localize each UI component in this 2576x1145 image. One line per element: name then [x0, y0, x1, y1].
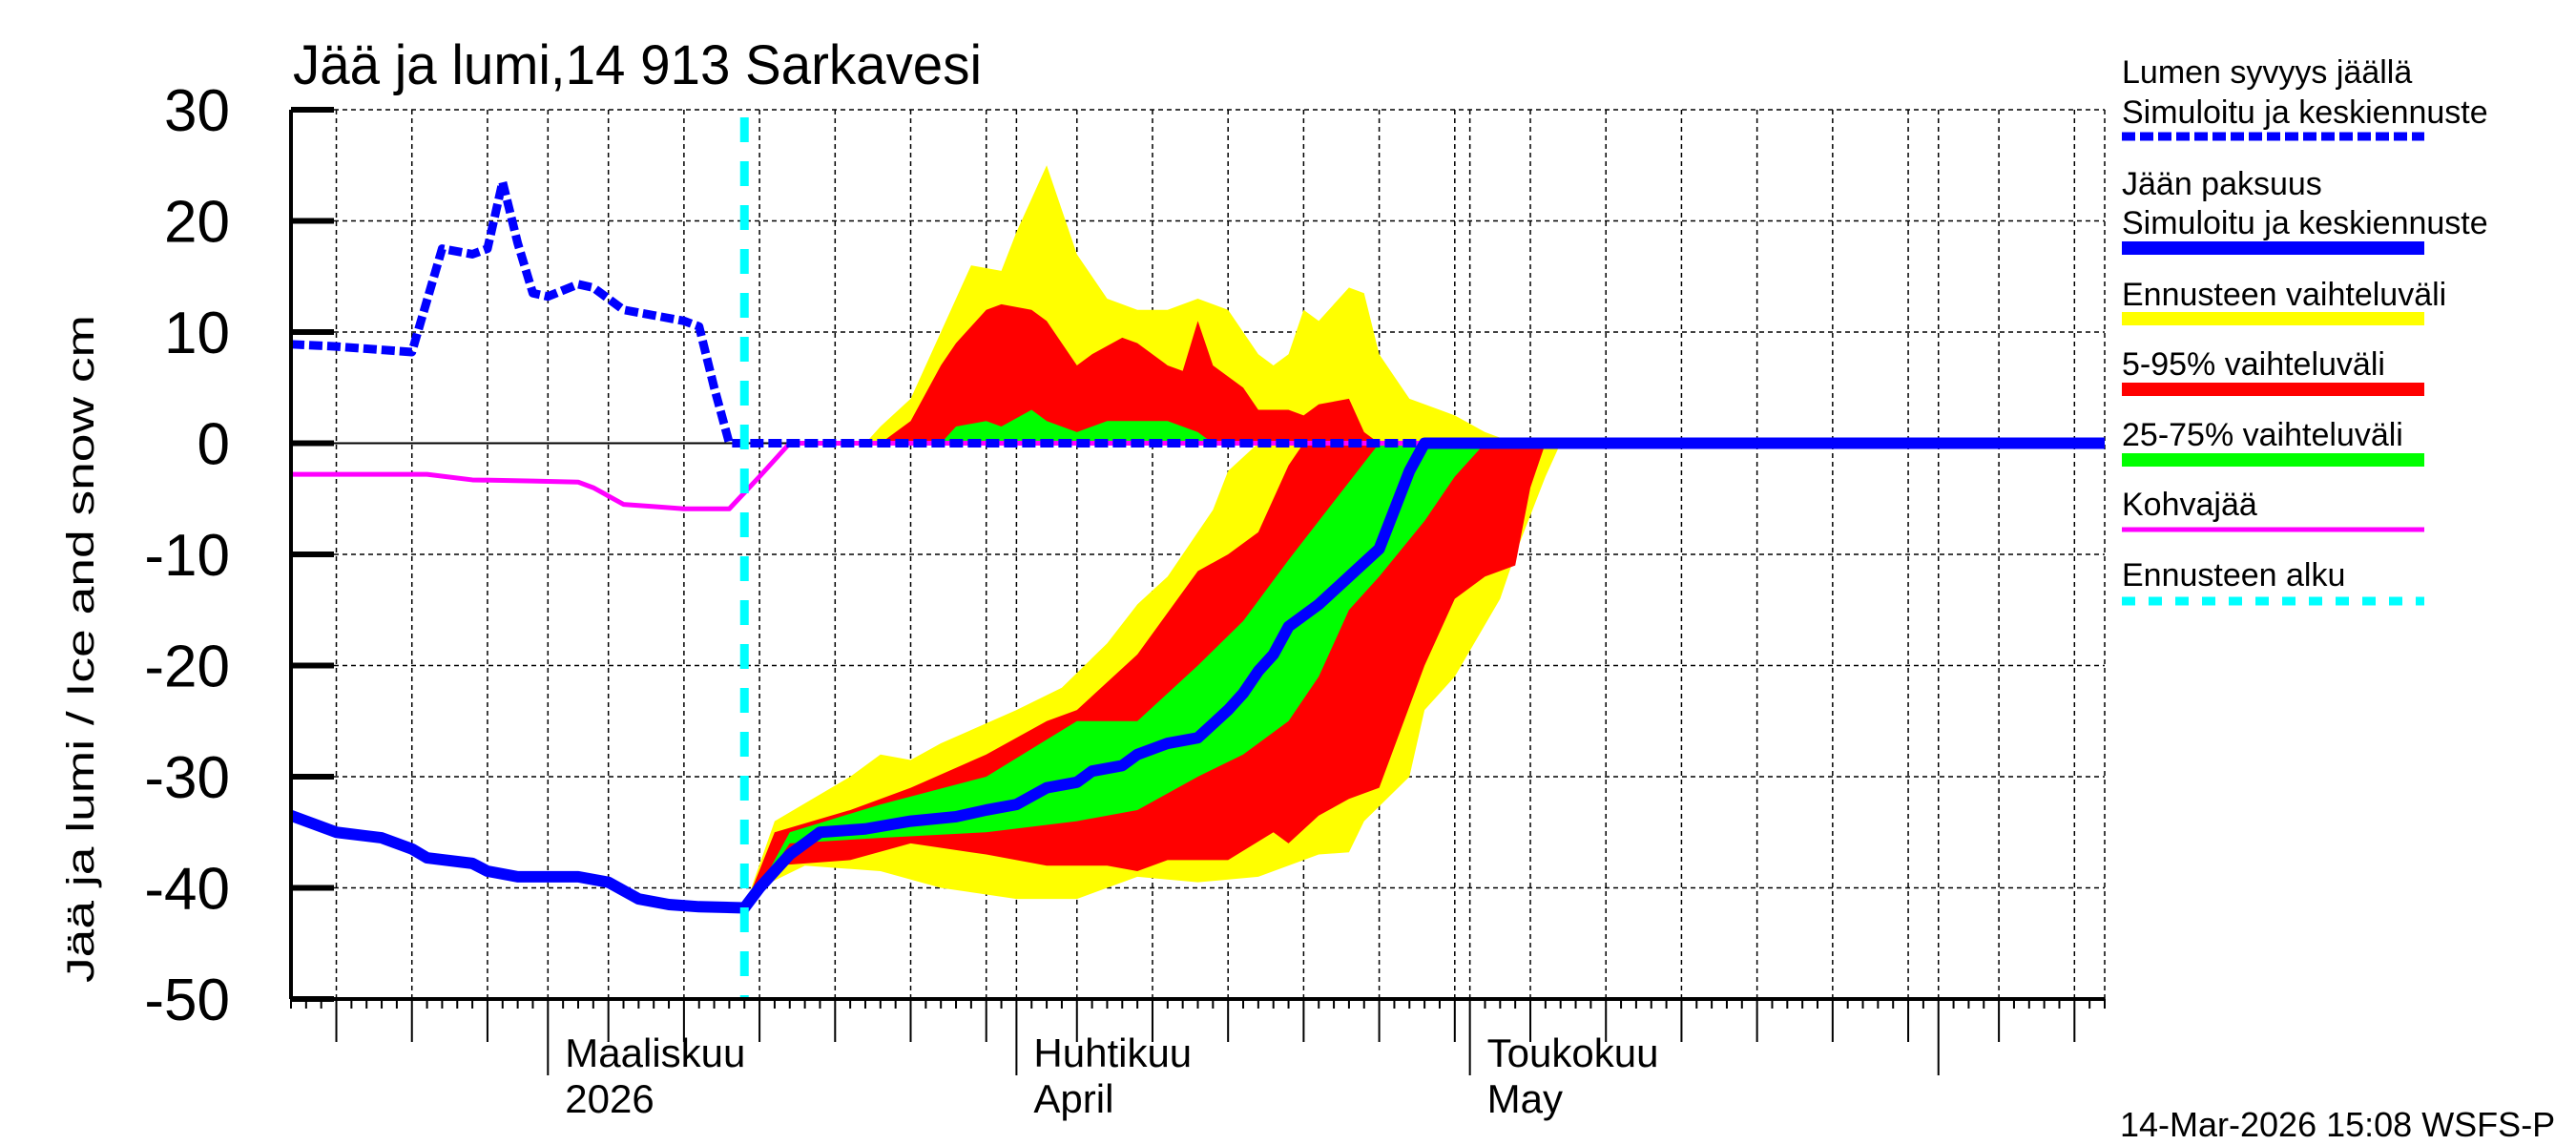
legend-label: Ennusteen vaihteluväli [2122, 277, 2447, 313]
band-ice-00ff00 [759, 443, 1485, 888]
y-tick-label: 0 [197, 412, 230, 478]
y-axis-label: Jää ja lumi / Ice and snow cm [60, 315, 102, 983]
series-lines [288, 117, 2105, 999]
legend-label: 25-75% vaihteluväli [2122, 417, 2403, 453]
legend-label: 5-95% vaihteluväli [2122, 346, 2385, 383]
kohvajaa-line [291, 441, 2105, 511]
y-tick-label: 30 [164, 78, 230, 144]
legend-label: Kohvajää [2122, 487, 2257, 523]
band-snow-00ff00 [941, 409, 1214, 444]
timestamp: 14-Mar-2026 15:08 WSFS-P [2120, 1105, 2556, 1144]
legend-label: Simuloitu ja keskiennuste [2122, 205, 2488, 241]
y-tick-label: -30 [144, 745, 230, 811]
y-tick-label: -10 [144, 523, 230, 589]
x-month-label: Maaliskuu [565, 1030, 745, 1075]
y-tick-label: 10 [164, 301, 230, 366]
x-month-sublabel: May [1487, 1076, 1563, 1121]
y-tick-label: 20 [164, 190, 230, 256]
band-snow-ff0000 [880, 303, 1380, 444]
x-month-label: Toukokuu [1487, 1030, 1659, 1075]
x-month-label: Huhtikuu [1033, 1030, 1192, 1075]
legend-label: Jään paksuus [2122, 166, 2322, 202]
y-tick-label: -50 [144, 968, 230, 1033]
legend-label: Ennusteen alku [2122, 557, 2346, 593]
y-tick-label: -40 [144, 857, 230, 923]
ice-thickness-line [288, 437, 2105, 914]
y-tick-label: -20 [144, 635, 230, 700]
snow-depth-line [290, 177, 2105, 448]
forecast-bands [744, 165, 1561, 908]
chart-title: Jää ja lumi,14 913 Sarkavesi [293, 34, 982, 96]
legend-label: Lumen syvyys jäällä [2122, 54, 2413, 91]
legend-label: Simuloitu ja keskiennuste [2122, 94, 2488, 131]
x-month-sublabel: 2026 [565, 1076, 654, 1121]
x-month-sublabel: April [1033, 1076, 1113, 1121]
